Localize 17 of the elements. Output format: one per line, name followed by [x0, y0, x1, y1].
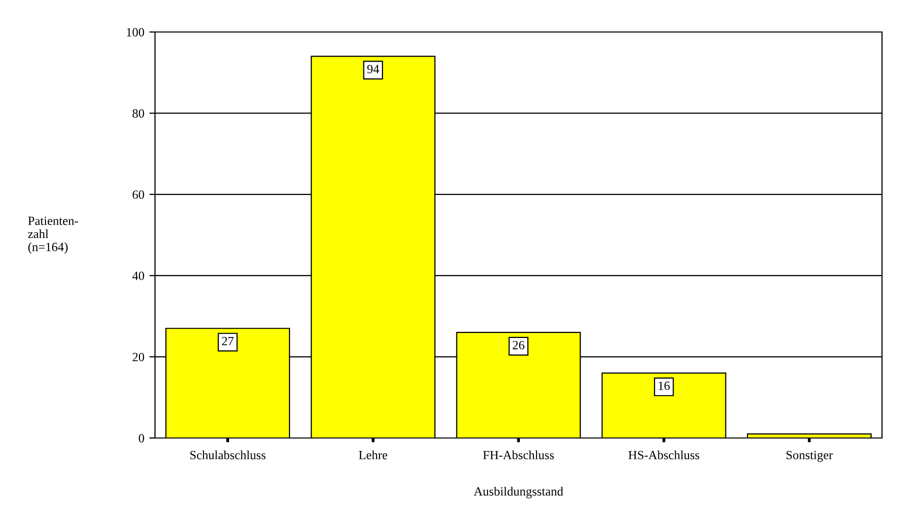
y-axis-title: Patienten- zahl (n=164): [28, 216, 78, 254]
y-tick-label: 80: [132, 109, 144, 118]
y-tick-label: 100: [126, 28, 144, 36]
x-tick-label: Schulabschluss: [190, 450, 266, 460]
data-label: 26: [512, 340, 524, 350]
y-tick-label: 60: [132, 190, 144, 199]
data-label: 27: [222, 336, 234, 346]
y-tick-label: 40: [132, 272, 144, 280]
x-tick-label: Sonstiger: [786, 450, 833, 462]
x-tick-label: Lehre: [358, 450, 388, 460]
y-tick-label: 0: [138, 434, 144, 442]
x-tick-label: HS-Abschluss: [628, 450, 700, 460]
data-label: 94: [367, 64, 380, 74]
data-label: 16: [658, 382, 670, 390]
x-axis-title: Ausbildungsstand: [474, 486, 564, 498]
y-tick-label: 20: [132, 352, 144, 362]
x-tick-label: FH-Abschluss: [483, 450, 554, 460]
